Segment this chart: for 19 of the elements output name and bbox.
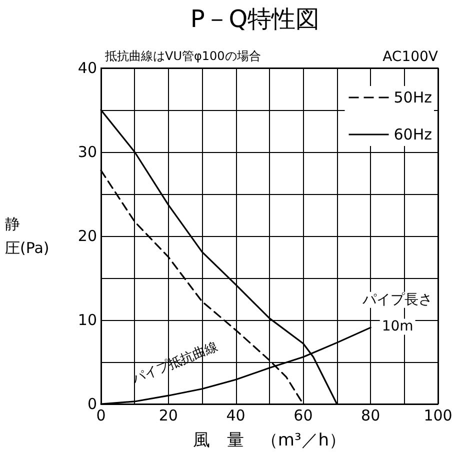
y-tick-label: 10: [78, 311, 97, 329]
x-tick-label: 60: [294, 406, 313, 424]
x-axis-title: 風 量 （m³／h）: [192, 430, 346, 450]
x-tick-label: 40: [226, 406, 246, 424]
y-tick-label: 30: [78, 143, 97, 161]
annotation: パイプ長さ: [362, 292, 433, 308]
y-tick-label: 20: [78, 227, 97, 245]
y-tick-label: 0: [87, 395, 97, 413]
y-tick-label: 40: [78, 59, 97, 77]
chart-title: P－Q特性図: [190, 5, 320, 33]
text: AC100V: [382, 49, 438, 65]
legend-label: 50Hz: [394, 88, 432, 106]
x-tick-label: 20: [158, 406, 178, 424]
annotation: 10m: [382, 318, 414, 335]
text: 抵抗曲線はVU管φ100の場合: [104, 49, 261, 63]
x-tick-label: 100: [424, 406, 452, 424]
y-axis-title: 静圧(Pa): [5, 215, 50, 257]
legend-label: 60Hz: [394, 126, 432, 144]
x-tick-label: 80: [361, 406, 380, 424]
